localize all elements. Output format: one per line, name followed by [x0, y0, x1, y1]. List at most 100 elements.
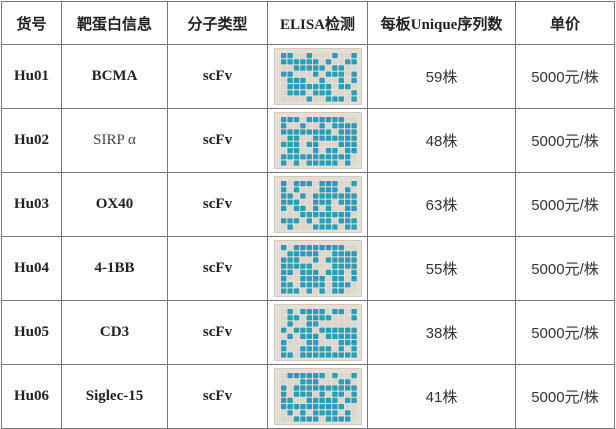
plate-well	[299, 123, 306, 129]
plate-wells	[280, 245, 357, 294]
plate-well	[325, 333, 331, 339]
plate-well	[280, 340, 286, 346]
plate-well	[306, 90, 312, 96]
plate-well	[293, 199, 299, 205]
plate-well	[280, 373, 286, 379]
plate-well	[299, 404, 306, 410]
plate-well	[286, 84, 293, 90]
plate-well	[286, 416, 293, 422]
product-id: Hu05	[1, 300, 62, 365]
plate-well	[312, 269, 318, 275]
plate-well	[344, 340, 350, 346]
plate-well	[350, 321, 357, 327]
plate-well	[318, 288, 325, 294]
plate-well	[318, 59, 325, 65]
unique-count: 59株	[367, 44, 516, 109]
plate-well	[344, 71, 350, 77]
plate-well	[293, 129, 299, 135]
plate-well	[312, 224, 318, 230]
plate-well	[318, 218, 325, 224]
plate-well	[325, 352, 331, 358]
elisa-plate-image	[273, 240, 362, 297]
plate-well	[350, 65, 357, 71]
plate-well	[318, 212, 325, 218]
plate-well	[293, 84, 299, 90]
header-cell-id: 货号	[1, 1, 62, 45]
plate-well	[299, 193, 306, 199]
unit-price: 5000元/株	[515, 172, 615, 237]
plate-well	[306, 288, 312, 294]
plate-well	[286, 135, 293, 141]
plate-well	[299, 141, 306, 147]
plate-well	[344, 154, 350, 160]
plate-well	[344, 65, 350, 71]
plate-well	[306, 129, 312, 135]
plate-well	[293, 263, 299, 269]
plate-well	[338, 257, 344, 263]
plate-well	[344, 276, 350, 282]
plate-well	[318, 257, 325, 263]
plate-well	[293, 96, 299, 102]
plate-well	[306, 251, 312, 257]
plate-well	[325, 288, 331, 294]
plate-well	[331, 263, 338, 269]
plate-well	[293, 53, 299, 59]
plate-well	[338, 333, 344, 339]
plate-well	[312, 263, 318, 269]
plate-well	[280, 187, 286, 193]
plate-well	[338, 59, 344, 65]
plate-well	[280, 53, 286, 59]
plate-well	[312, 129, 318, 135]
plate-well	[280, 135, 286, 141]
plate-well	[344, 397, 350, 403]
plate-well	[331, 385, 338, 391]
plate-well	[318, 379, 325, 385]
header-cell-type: 分子类型	[167, 1, 268, 45]
plate-well	[286, 282, 293, 288]
plate-well	[299, 154, 306, 160]
plate-well	[280, 410, 286, 416]
plate-well	[306, 245, 312, 251]
table-row: Hu05 CD3 scFv 38株 5000元/株	[1, 300, 615, 365]
plate-well	[331, 416, 338, 422]
plate-well	[331, 193, 338, 199]
plate-well	[344, 181, 350, 187]
molecule-type: scFv	[167, 300, 268, 365]
plate-well	[286, 193, 293, 199]
plate-well	[306, 84, 312, 90]
plate-well	[299, 257, 306, 263]
plate-well	[344, 218, 350, 224]
plate-well	[306, 263, 312, 269]
plate-well	[286, 410, 293, 416]
plate-well	[293, 340, 299, 346]
plate-well	[299, 160, 306, 166]
plate-well	[325, 154, 331, 160]
plate-well	[318, 251, 325, 257]
plate-well	[344, 352, 350, 358]
plate-well	[350, 199, 357, 205]
plate-well	[286, 340, 293, 346]
plate-well	[318, 309, 325, 315]
plate-well	[325, 410, 331, 416]
plate-well	[325, 263, 331, 269]
plate-well	[306, 282, 312, 288]
plate-well	[344, 212, 350, 218]
plate-well	[299, 282, 306, 288]
plate-well	[338, 141, 344, 147]
plate-well	[350, 379, 357, 385]
plate-well	[306, 379, 312, 385]
plate-well	[280, 397, 286, 403]
plate-well	[338, 321, 344, 327]
plate-well	[299, 352, 306, 358]
plate-well	[325, 199, 331, 205]
plate-well	[280, 148, 286, 154]
plate-well	[331, 65, 338, 71]
plate-well	[331, 117, 338, 123]
plate-well	[338, 71, 344, 77]
plate-well	[325, 282, 331, 288]
plate-well	[325, 96, 331, 102]
plate-well	[286, 123, 293, 129]
plate-well	[344, 257, 350, 263]
plate-well	[318, 141, 325, 147]
plate-well	[325, 373, 331, 379]
